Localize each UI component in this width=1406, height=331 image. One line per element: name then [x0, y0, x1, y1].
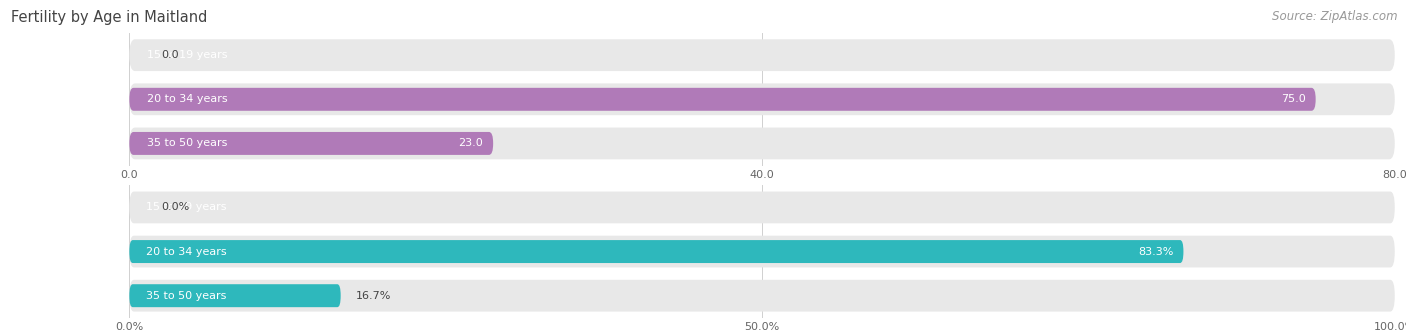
Text: 20 to 34 years: 20 to 34 years — [148, 94, 228, 104]
Text: 35 to 50 years: 35 to 50 years — [148, 138, 228, 148]
FancyBboxPatch shape — [129, 132, 494, 155]
FancyBboxPatch shape — [129, 240, 1184, 263]
Text: 35 to 50 years: 35 to 50 years — [146, 291, 226, 301]
Text: 16.7%: 16.7% — [356, 291, 391, 301]
FancyBboxPatch shape — [129, 280, 1395, 311]
Text: 23.0: 23.0 — [458, 138, 484, 148]
Text: 83.3%: 83.3% — [1137, 247, 1173, 257]
Text: 15 to 19 years: 15 to 19 years — [148, 50, 228, 60]
Text: 0.0: 0.0 — [160, 50, 179, 60]
Text: Fertility by Age in Maitland: Fertility by Age in Maitland — [11, 10, 208, 25]
FancyBboxPatch shape — [129, 127, 1395, 159]
FancyBboxPatch shape — [129, 284, 340, 307]
Text: 75.0: 75.0 — [1281, 94, 1306, 104]
FancyBboxPatch shape — [129, 236, 1395, 267]
Text: 20 to 34 years: 20 to 34 years — [146, 247, 226, 257]
Text: Source: ZipAtlas.com: Source: ZipAtlas.com — [1272, 10, 1398, 23]
FancyBboxPatch shape — [129, 88, 1316, 111]
Text: 15 to 19 years: 15 to 19 years — [146, 203, 226, 213]
FancyBboxPatch shape — [129, 192, 1395, 223]
Text: 0.0%: 0.0% — [160, 203, 190, 213]
FancyBboxPatch shape — [129, 39, 1395, 71]
FancyBboxPatch shape — [129, 83, 1395, 115]
